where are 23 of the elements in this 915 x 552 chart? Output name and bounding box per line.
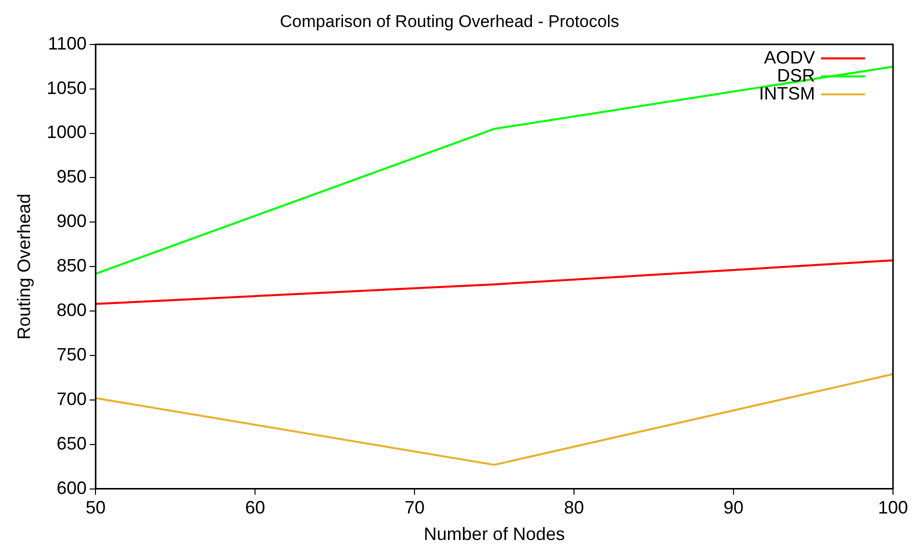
x-axis-title: Number of Nodes bbox=[424, 524, 565, 544]
chart-title: Comparison of Routing Overhead - Protocols bbox=[280, 12, 620, 31]
y-axis-title: Routing Overhead bbox=[14, 194, 34, 340]
y-tick-label: 650 bbox=[56, 433, 87, 454]
x-tick-label: 100 bbox=[878, 498, 908, 518]
y-tick-label: 850 bbox=[56, 256, 87, 276]
y-tick-label: 750 bbox=[56, 344, 87, 364]
y-tick-label: 600 bbox=[56, 478, 87, 498]
x-tick-label: 60 bbox=[245, 498, 266, 518]
x-tick-label: 70 bbox=[404, 498, 425, 518]
x-tick-label: 90 bbox=[724, 498, 744, 518]
y-tick-label: 700 bbox=[56, 388, 87, 409]
y-tick-label: 1100 bbox=[48, 33, 87, 54]
y-tick-label: 1000 bbox=[46, 122, 87, 142]
x-tick-label: 80 bbox=[564, 498, 584, 518]
y-tick-label: 900 bbox=[56, 211, 87, 232]
x-tick-label: 50 bbox=[86, 498, 106, 518]
legend-label: AODV bbox=[764, 47, 815, 68]
y-tick-label: 950 bbox=[56, 166, 87, 187]
y-tick-label: 1050 bbox=[46, 78, 87, 98]
legend-label: INTSM bbox=[759, 83, 815, 104]
legend-label: DSR bbox=[776, 65, 815, 86]
y-tick-label: 800 bbox=[56, 300, 87, 320]
